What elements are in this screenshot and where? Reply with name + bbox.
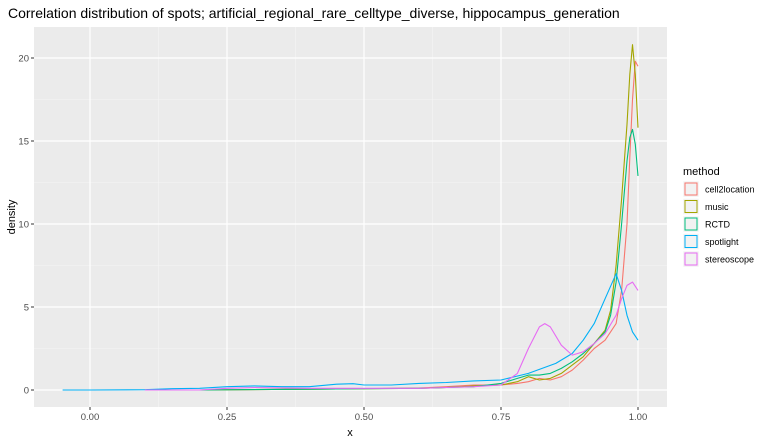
legend-item: cell2location (682, 180, 755, 198)
legend-key (682, 250, 700, 268)
x-tick-label: 0.25 (218, 412, 237, 423)
x-axis-ticks: 0.00 0.25 0.50 0.75 1.00 (81, 407, 648, 423)
legend-title: method (683, 166, 720, 178)
legend-item: music (682, 198, 729, 215)
legend-item: stereoscope (682, 250, 754, 268)
plot-panel (34, 27, 667, 407)
legend-label: RCTD (705, 220, 730, 230)
x-tick-label: 1.00 (629, 412, 648, 423)
y-axis-ticks: 0 5 10 15 20 (18, 54, 34, 397)
legend-swatch (684, 200, 698, 213)
legend-swatch (684, 217, 698, 231)
y-tick-label: 10 (18, 220, 29, 231)
legend-key (682, 233, 700, 250)
legend-item: RCTD (682, 215, 730, 233)
legend-key (682, 215, 700, 233)
y-axis-title: density (6, 199, 18, 234)
y-tick-label: 15 (18, 137, 29, 148)
chart-title: Correlation distribution of spots; artif… (8, 5, 620, 21)
x-tick-label: 0.00 (81, 412, 100, 423)
series-lines (62, 44, 639, 391)
x-tick-label: 0.75 (492, 412, 511, 423)
x-axis-title: x (347, 427, 353, 439)
legend-item: spotlight (682, 233, 739, 250)
legend-key (682, 198, 700, 215)
series-line-cell2location (199, 60, 639, 391)
legend: method cell2location music RCTD spotlight st… (682, 166, 755, 268)
legend-swatch (684, 182, 698, 196)
series-line-spotlight (62, 273, 639, 391)
legend-key (682, 180, 700, 198)
legend-swatch (684, 252, 698, 266)
y-tick-label: 5 (24, 303, 29, 314)
y-tick-label: 20 (18, 54, 29, 65)
legend-label: spotlight (705, 237, 739, 247)
legend-label: cell2location (705, 185, 755, 195)
series-line-stereoscope (144, 281, 639, 391)
minor-gridlines (34, 27, 667, 407)
legend-swatch (684, 235, 698, 248)
legend-label: stereoscope (705, 255, 754, 265)
y-tick-label: 0 (24, 386, 29, 397)
x-tick-label: 0.50 (355, 412, 374, 423)
legend-label: music (705, 202, 729, 212)
